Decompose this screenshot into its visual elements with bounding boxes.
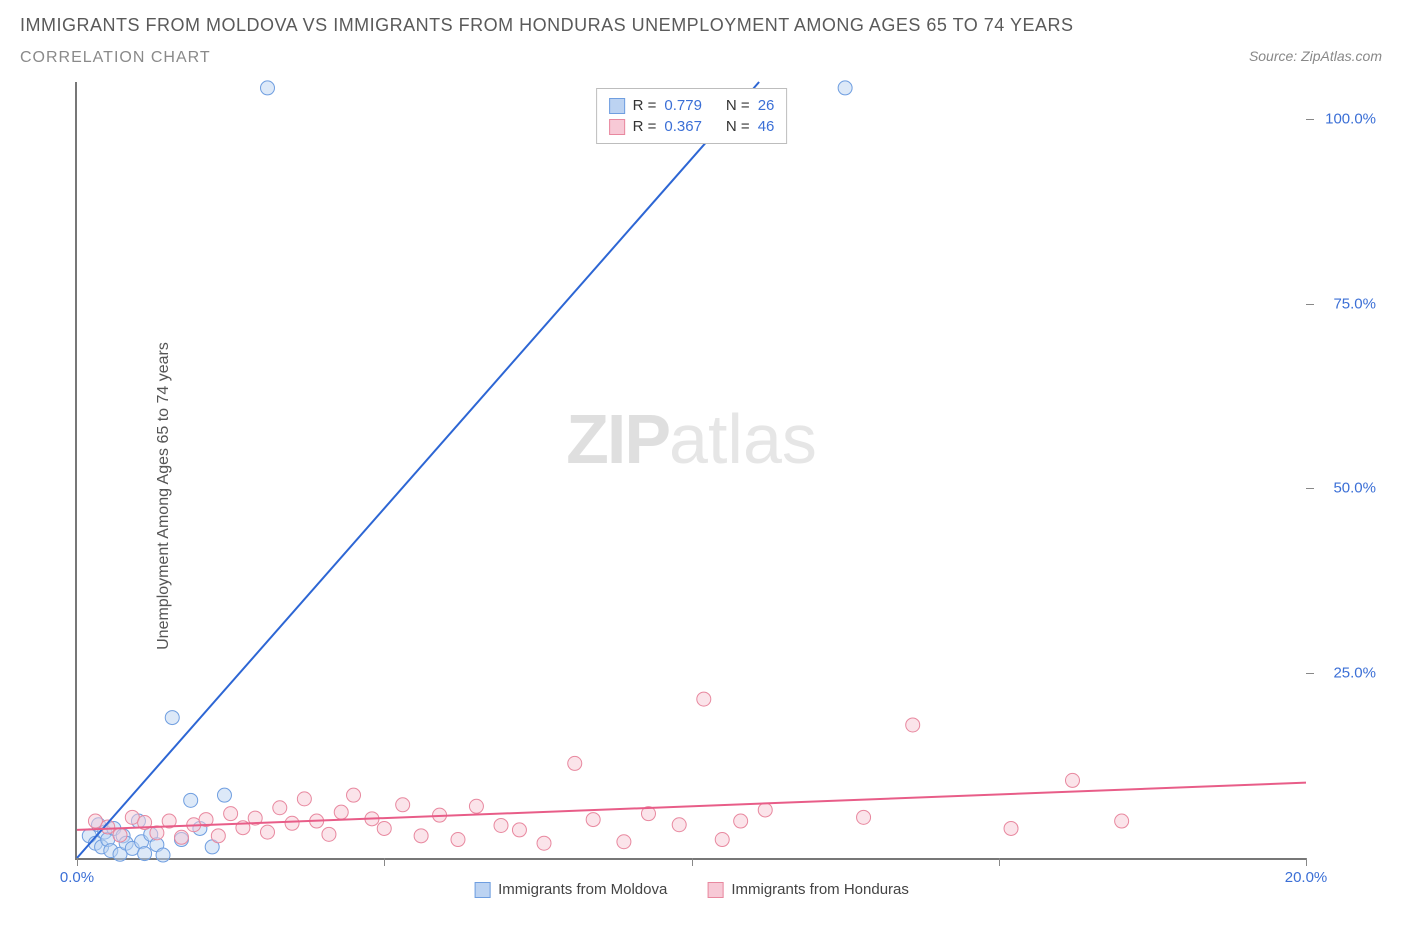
y-tick-label: 50.0% xyxy=(1333,480,1376,497)
legend-label-honduras: Immigrants from Honduras xyxy=(731,881,909,898)
r-value-moldova: 0.779 xyxy=(664,97,702,114)
legend-stats-row-moldova: R = 0.779 N = 26 xyxy=(609,95,775,116)
x-tick-label: 0.0% xyxy=(60,869,94,886)
r-value-honduras: 0.367 xyxy=(664,118,702,135)
n-value-moldova: 26 xyxy=(758,97,775,114)
n-label: N = xyxy=(726,97,750,114)
legend-item-moldova: Immigrants from Moldova xyxy=(474,881,667,898)
n-value-honduras: 46 xyxy=(758,118,775,135)
chart-subtitle: CORRELATION CHART xyxy=(20,49,1386,67)
legend-series: Immigrants from Moldova Immigrants from … xyxy=(474,881,909,898)
legend-stats-row-honduras: R = 0.367 N = 46 xyxy=(609,116,775,137)
n-label: N = xyxy=(726,118,750,135)
chart-title: IMMIGRANTS FROM MOLDOVA VS IMMIGRANTS FR… xyxy=(20,12,1386,39)
swatch-honduras xyxy=(707,882,723,898)
plot-area: ZIPatlas R = 0.779 N = 26 R = 0.367 N = … xyxy=(75,82,1306,860)
legend-label-moldova: Immigrants from Moldova xyxy=(498,881,667,898)
r-label: R = xyxy=(633,97,657,114)
legend-item-honduras: Immigrants from Honduras xyxy=(707,881,909,898)
source-attribution: Source: ZipAtlas.com xyxy=(1249,48,1382,64)
chart-container: Unemployment Among Ages 65 to 74 years Z… xyxy=(20,82,1386,910)
y-tick-label: 75.0% xyxy=(1333,295,1376,312)
plot-svg xyxy=(77,82,1306,858)
y-tick-label: 25.0% xyxy=(1333,665,1376,682)
legend-stats: R = 0.779 N = 26 R = 0.367 N = 46 xyxy=(596,88,788,144)
x-tick-label: 20.0% xyxy=(1285,869,1328,886)
swatch-moldova xyxy=(609,98,625,114)
y-tick-label: 100.0% xyxy=(1325,110,1376,127)
swatch-honduras xyxy=(609,119,625,135)
swatch-moldova xyxy=(474,882,490,898)
r-label: R = xyxy=(633,118,657,135)
